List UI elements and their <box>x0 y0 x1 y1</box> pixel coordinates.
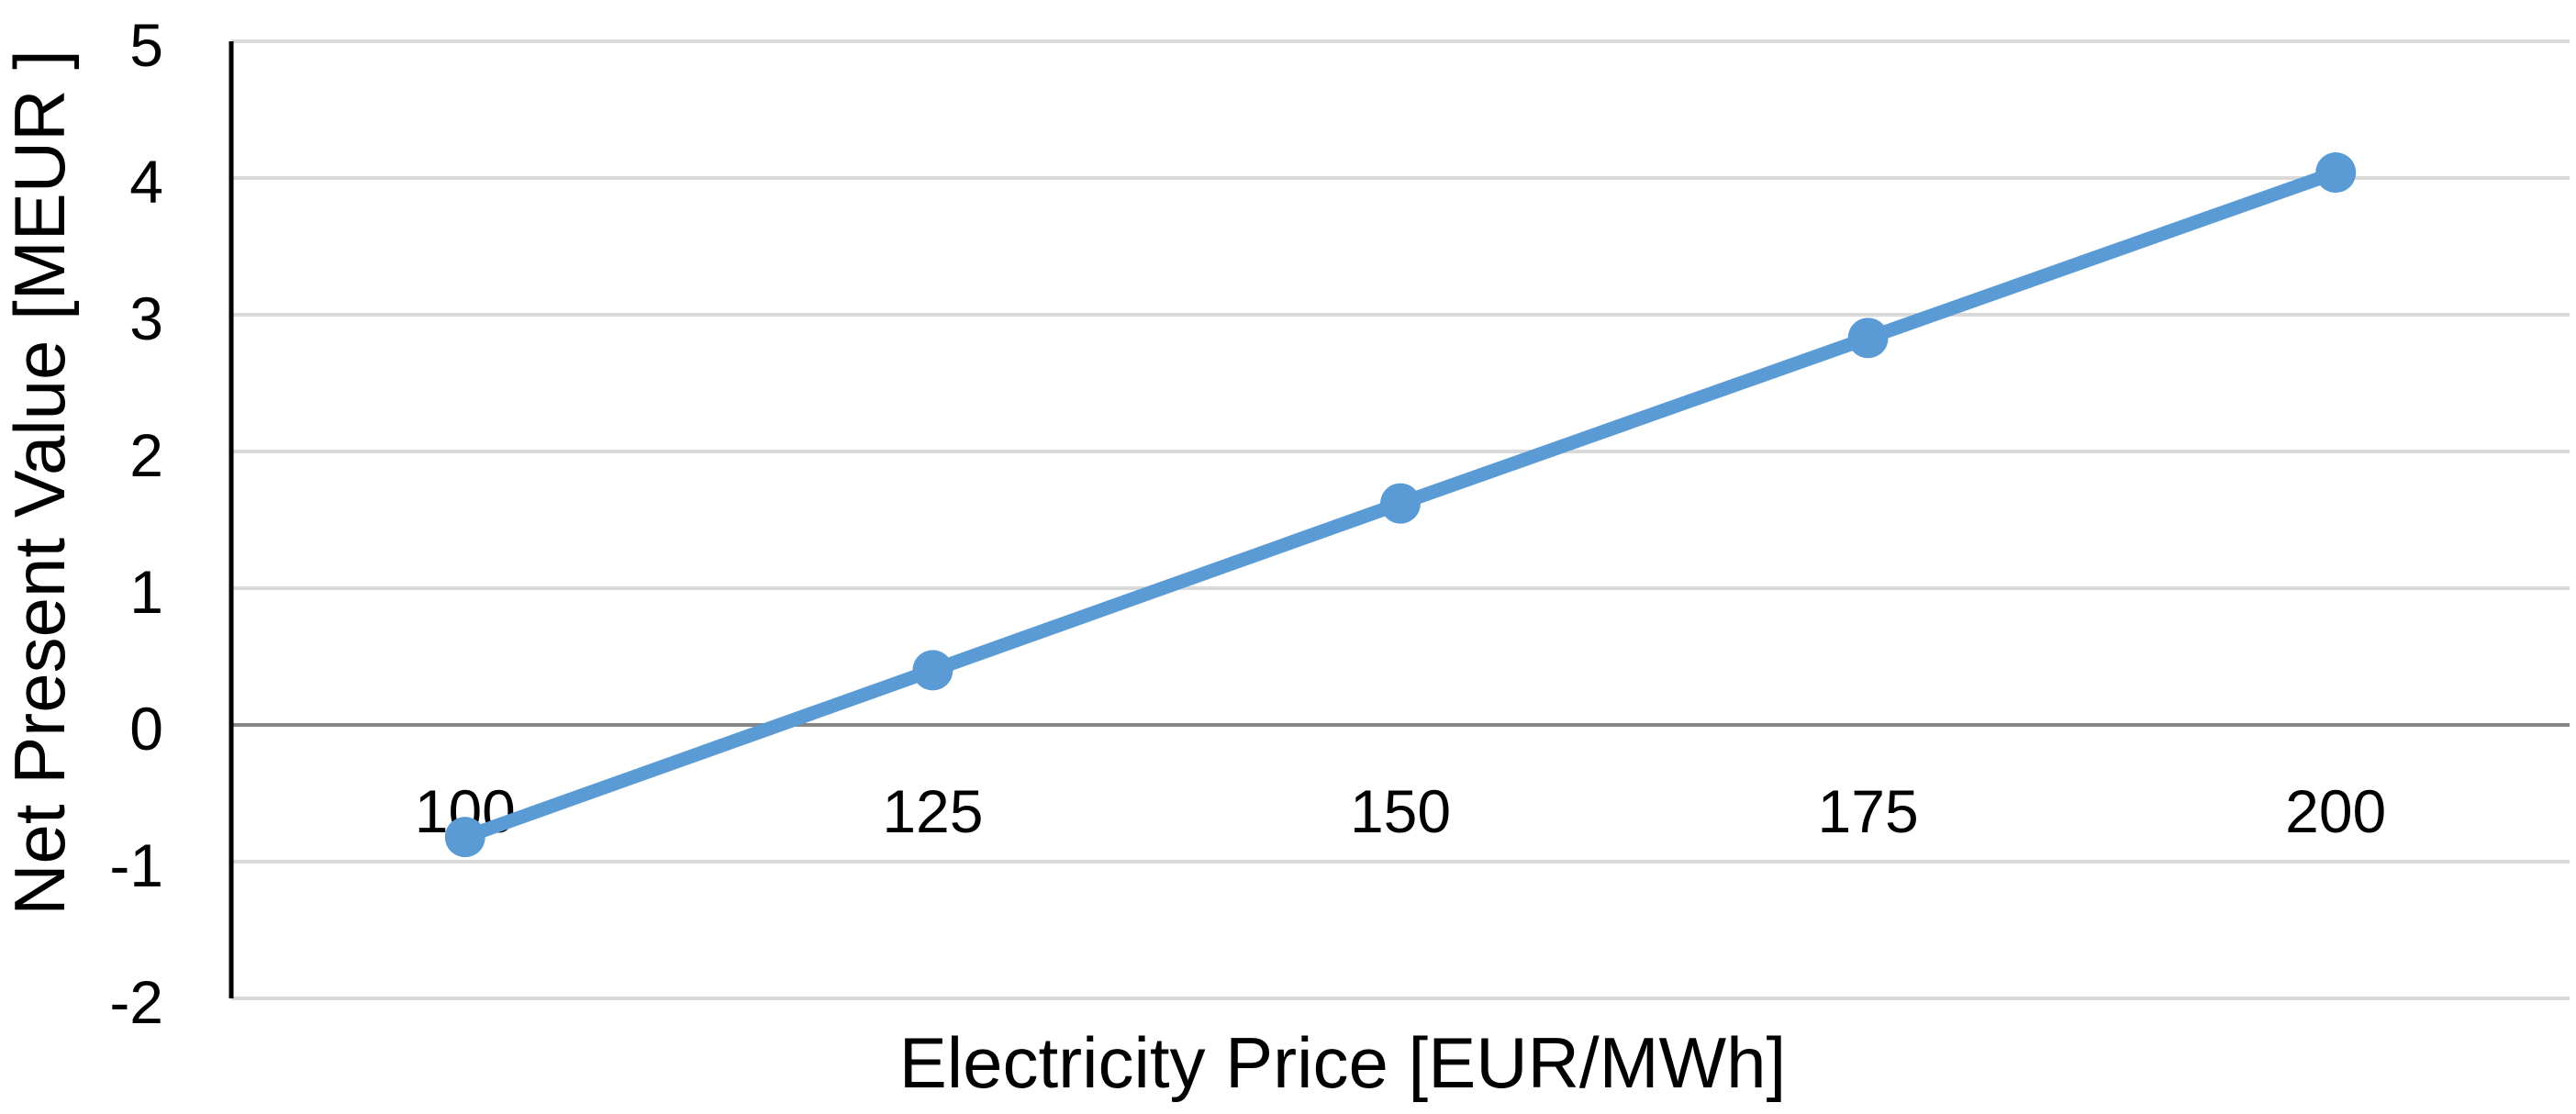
y-tick-label: 0 <box>129 695 163 763</box>
y-tick-label: 2 <box>129 421 163 489</box>
y-tick-label: 1 <box>129 558 163 626</box>
x-tick-label: 125 <box>882 777 983 845</box>
y-tick-label: 4 <box>129 148 163 216</box>
x-axis-title: Electricity Price [EUR/MWh] <box>899 1022 1786 1103</box>
y-tick-label: -2 <box>109 968 163 1036</box>
data-point <box>1847 317 1889 359</box>
y-axis-title: Net Present Value [MEUR ] <box>0 50 80 916</box>
x-tick-label: 175 <box>1818 777 1919 845</box>
x-tick-labels: 100 125 150 175 200 <box>415 777 2387 845</box>
data-point <box>912 650 953 691</box>
y-tick-labels: -2 -1 0 1 2 3 4 5 <box>109 11 163 1036</box>
x-tick-label: 150 <box>1350 777 1451 845</box>
data-point <box>444 817 485 858</box>
y-tick-label: -1 <box>109 831 163 899</box>
x-tick-label: 200 <box>2285 777 2386 845</box>
y-tick-label: 5 <box>129 11 163 79</box>
axes <box>229 41 2570 998</box>
gridlines <box>231 39 2570 1000</box>
y-tick-label: 3 <box>129 284 163 352</box>
data-point <box>2315 152 2357 194</box>
series <box>444 152 2357 858</box>
data-point <box>1380 483 1421 524</box>
